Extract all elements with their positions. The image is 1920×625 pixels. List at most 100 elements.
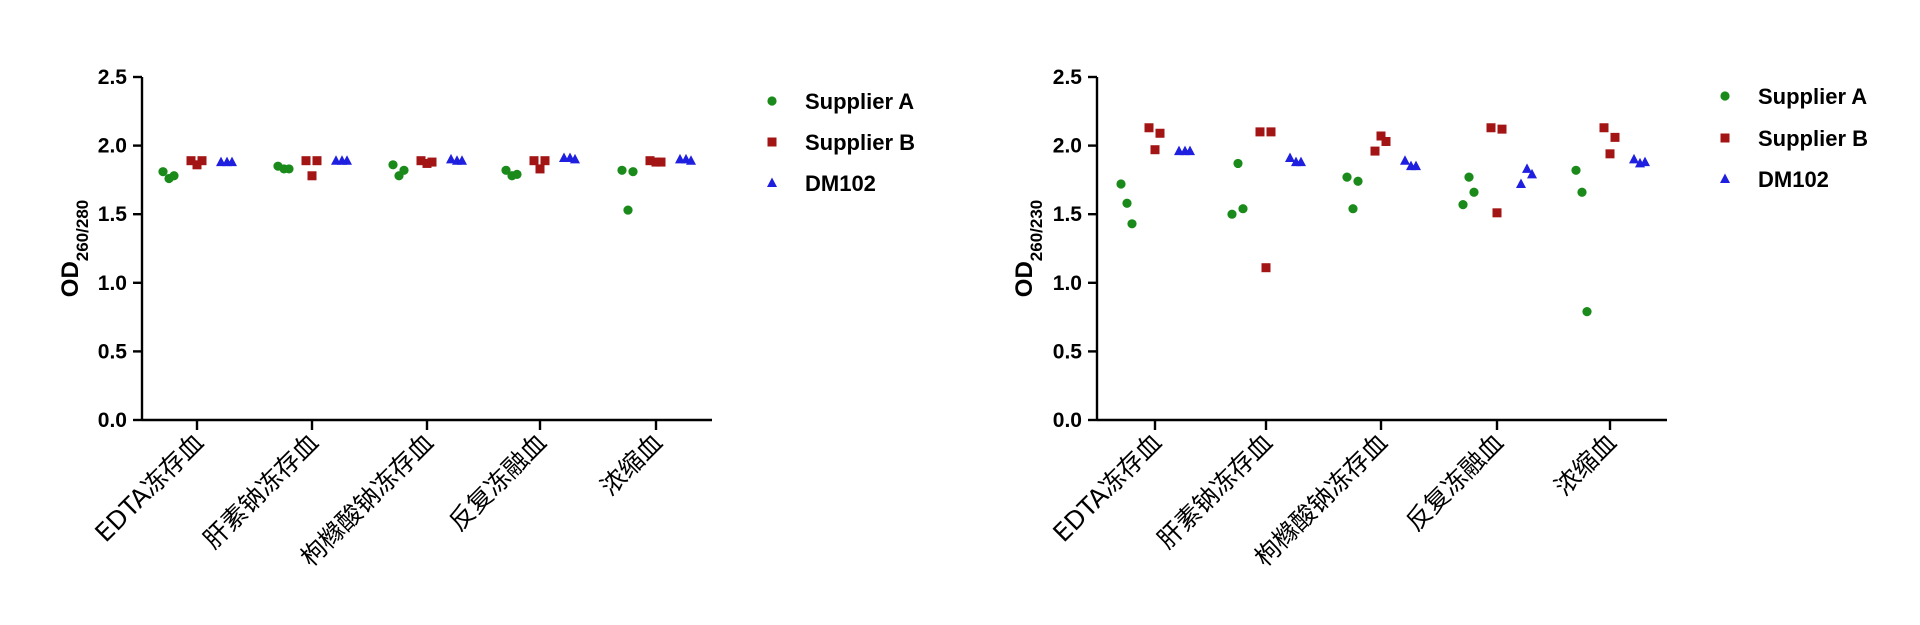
data-point (529, 156, 539, 166)
y-tick-label: 0.0 (98, 409, 127, 432)
legend-label: Supplier B (1758, 126, 1868, 151)
data-point (1255, 127, 1265, 137)
data-point (1599, 123, 1609, 133)
data-point (1464, 172, 1474, 182)
data-point (1458, 199, 1468, 210)
data-point (192, 160, 202, 170)
x-tick-label: 浓缩血 (595, 428, 669, 502)
data-point (1233, 158, 1243, 169)
data-point (1605, 149, 1615, 159)
data-point (512, 169, 522, 180)
legend-marker (767, 177, 777, 187)
data-point (1381, 136, 1391, 146)
x-tick-label: 肝素钠冻存血 (1152, 428, 1279, 555)
data-point (623, 205, 633, 215)
data-point (1155, 128, 1165, 138)
data-point (446, 153, 456, 164)
data-point (1527, 168, 1537, 179)
data-point (501, 165, 511, 175)
x-tick-label: 浓缩血 (1549, 428, 1623, 502)
data-point (1127, 219, 1137, 229)
data-point (1629, 153, 1639, 164)
x-tick-label: 肝素钠冻存血 (198, 428, 325, 555)
data-point (1522, 163, 1532, 173)
data-point (307, 171, 317, 181)
data-point (427, 157, 437, 167)
legend-marker (767, 137, 777, 147)
data-point (399, 165, 409, 175)
data-point (535, 164, 545, 174)
chart-panel-1: 0.0 0.5 1.0 1.5 2.0 2.5 OD260/280 EDTA冻存血肝素钠冻存血… (57, 66, 915, 572)
x-tick-label: 反复冻融血 (1400, 428, 1509, 537)
y-tick-label: 0.0 (1053, 409, 1082, 432)
data-point (1227, 209, 1237, 219)
x-tick-label: 反复冻融血 (443, 428, 552, 537)
y-tick-label: 1.0 (98, 272, 127, 295)
y-axis-label: OD260/230 (1011, 200, 1046, 297)
data-point (284, 164, 294, 174)
legend-label: Supplier B (805, 130, 915, 155)
data-point (1370, 146, 1380, 156)
data-point (1610, 132, 1620, 142)
x-tick-label: EDTA冻存血 (1047, 428, 1167, 548)
data-point (1238, 204, 1248, 214)
y-tick-label: 0.5 (98, 340, 128, 363)
y-tick-label: 2.0 (1053, 135, 1082, 158)
data-point (1266, 127, 1276, 137)
data-point (651, 157, 661, 167)
data-point (301, 156, 311, 166)
data-point (457, 155, 467, 165)
y-tick-label: 1.0 (1053, 272, 1082, 295)
data-point (1411, 160, 1421, 171)
data-point (617, 165, 627, 175)
data-point (197, 156, 207, 166)
data-point (1400, 155, 1410, 165)
data-point (1116, 179, 1126, 189)
y-tick-label: 2.5 (98, 66, 128, 89)
legend-label: DM102 (1758, 167, 1829, 192)
data-point (388, 160, 398, 170)
y-axis-label: OD260/280 (57, 200, 92, 297)
data-point (1296, 156, 1306, 167)
data-point (1348, 204, 1358, 214)
data-point (169, 171, 179, 181)
y-tick-label: 1.5 (1053, 203, 1083, 226)
y-tick-label: 0.5 (1053, 340, 1083, 363)
legend-marker (1720, 91, 1730, 101)
data-point (1122, 198, 1132, 208)
chart-panel-2: 0.0 0.5 1.0 1.5 2.0 2.5 OD260/230 EDTA冻存血肝素钠冻存血… (1011, 66, 1868, 572)
data-point (1571, 165, 1581, 175)
data-point (416, 156, 426, 166)
data-point (1486, 123, 1496, 133)
y-tick-label: 1.5 (98, 203, 128, 226)
data-point (1497, 124, 1507, 134)
y-tick-label: 2.5 (1053, 66, 1083, 89)
data-point (1261, 263, 1271, 273)
x-tick-label: EDTA冻存血 (89, 428, 209, 548)
data-point (540, 156, 550, 166)
data-point (1640, 156, 1650, 167)
data-point (1285, 152, 1295, 162)
data-point (342, 155, 352, 165)
data-point (1144, 123, 1154, 133)
data-point (1150, 145, 1160, 155)
data-point (1469, 187, 1479, 197)
data-point (186, 156, 196, 166)
data-point (1376, 131, 1386, 141)
data-point (158, 167, 168, 177)
data-point (312, 156, 322, 166)
legend-marker (767, 96, 777, 106)
data-point (645, 156, 655, 166)
legend-label: Supplier A (1758, 84, 1867, 109)
data-point (1492, 208, 1502, 218)
data-point (1342, 172, 1352, 182)
data-point (1185, 145, 1195, 156)
legend-label: DM102 (805, 171, 876, 196)
data-point (656, 157, 666, 167)
legend-label: Supplier A (805, 89, 914, 114)
data-point (1516, 178, 1526, 189)
legend-marker (1720, 173, 1730, 183)
data-point (422, 158, 432, 168)
data-point (1582, 307, 1592, 317)
